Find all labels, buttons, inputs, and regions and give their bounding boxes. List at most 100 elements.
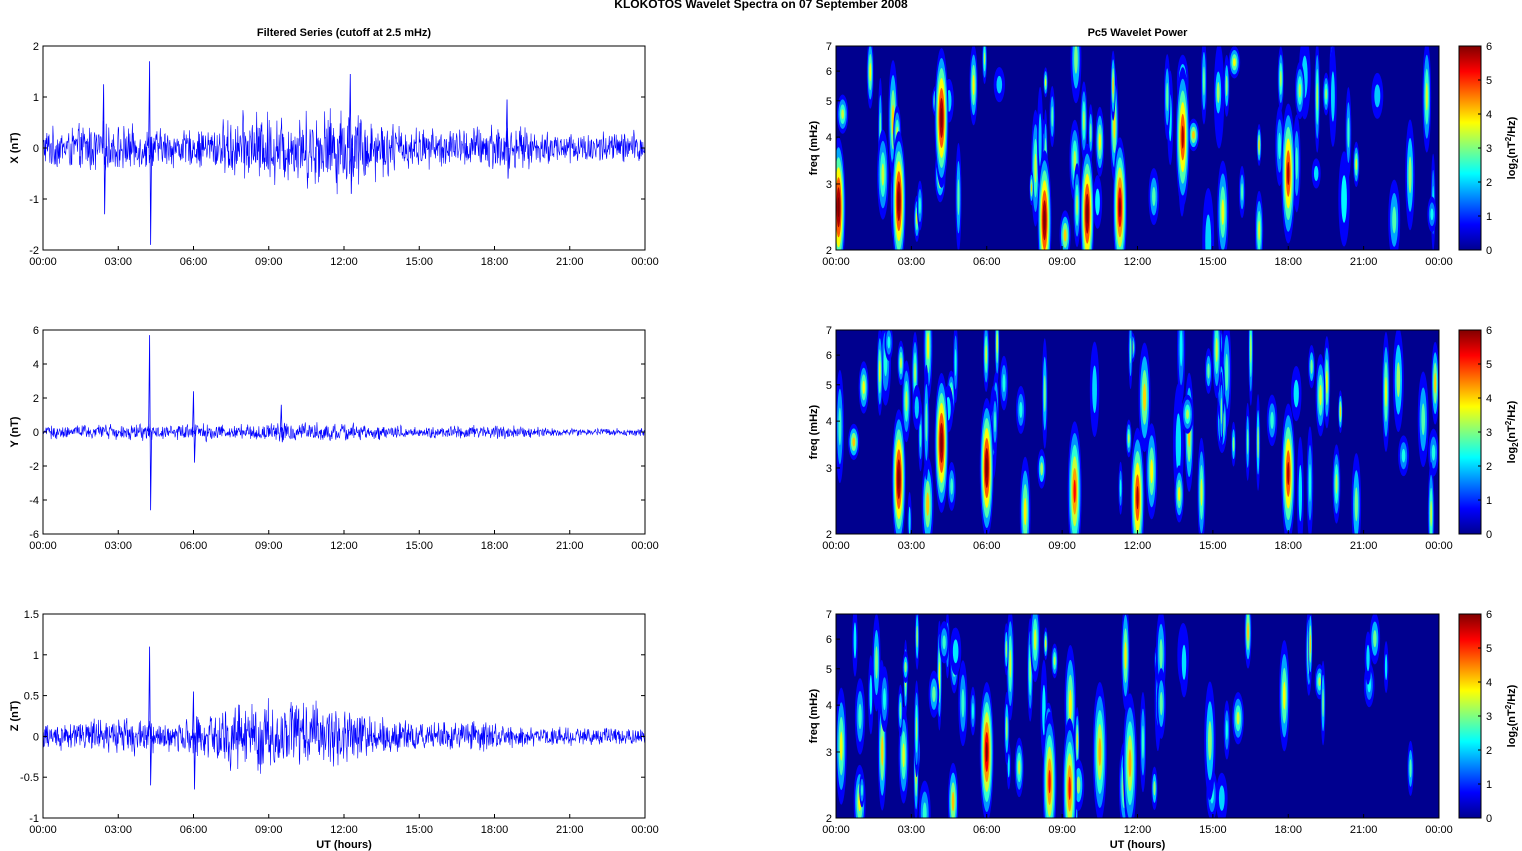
z-wavelet-xtick-label: 00:00 [822,824,850,836]
z-power-streak [881,736,884,766]
x-ytick-label: -2 [29,245,39,257]
y-power-streak [1335,474,1338,494]
x-power-streak [1221,199,1225,226]
y-ytick-label: 0 [33,427,39,439]
z-power-streak [1018,759,1021,775]
z-power-streak [938,661,941,690]
x-xtick-label: 18:00 [481,256,509,268]
z-ytick-label: 1.5 [24,609,39,621]
y-power-streak [1128,433,1130,444]
y-wavelet-xtick-label: 00:00 [1425,540,1453,552]
x-power-streak [1083,110,1085,131]
y-spike [192,391,196,463]
z-power-streak [1033,629,1037,651]
y-power-streak [838,407,842,446]
y-power-streak [900,357,902,369]
x-power-streak [1038,113,1042,167]
y-power-streak [1143,383,1147,412]
figure-title: KLOKOTOS Wavelet Spectra on 07 September… [614,0,908,11]
y-freq-tick-label: 4 [826,416,832,428]
y-colorbar-tick-label: 3 [1486,427,1492,439]
z-power-streak [1208,721,1212,761]
y-power-streak [1310,359,1313,374]
y-power-streak [1092,365,1097,414]
z-colorbar-tick-label: 3 [1486,711,1492,723]
x-freq-tick-label: 2 [826,245,832,257]
z-freq-tick-label: 7 [826,609,832,621]
y-hot-spot [1136,485,1139,510]
z-power-streak [1282,681,1286,710]
z-power-streak [1076,732,1078,751]
z-power-streak [916,625,918,648]
z-wavelet-xtick-label: 21:00 [1350,824,1378,836]
x-hot-spot [1043,210,1046,231]
y-colorbar-tick-label: 5 [1486,359,1492,371]
x-colorbar [1458,45,1482,251]
x-power-streak [841,109,845,120]
x-freq-tick-label: 6 [826,66,832,78]
z-power-streak [1007,753,1010,778]
z-power-streak [1053,656,1056,666]
y-hot-spot [940,432,943,453]
z-freq-tick-label: 3 [826,747,832,759]
x-power-streak [1280,70,1282,87]
z-spike [148,646,153,786]
x-xtick-label: 09:00 [255,256,283,268]
x-xtick-label: 06:00 [180,256,208,268]
x-hot-spot [1118,197,1121,218]
z-hot-spot [1128,749,1132,778]
y-wavelet-xtick-label: 03:00 [898,540,926,552]
y-freq-ylabel: freq (mHz) [808,404,820,459]
x-power-streak [1089,123,1092,143]
y-power-streak [1179,330,1183,367]
x-hot-spot [897,191,900,212]
x-power-streak [1202,66,1205,96]
x-power-streak [1355,158,1358,171]
z-power-streak [839,731,843,761]
z-wavelet-xtick-label: 18:00 [1274,824,1302,836]
y-power-streak [1186,409,1189,420]
y-ytick-label: -2 [29,461,39,473]
z-power-streak [1309,634,1311,654]
z-power-streak [952,639,959,664]
z-power-streak [1141,725,1144,759]
y-power-streak [1175,413,1182,474]
y-power-streak [887,336,891,349]
x-power-streak [1430,208,1434,221]
x-wavelet-xtick-label: 00:00 [822,256,850,268]
z-hot-spot [1048,769,1051,794]
y-colorbar-label: log2(nT2/Hz) [1504,400,1520,463]
z-power-streak [1366,644,1370,672]
z-series-line [42,698,646,774]
z-xlabel: UT (hours) [316,839,372,851]
x-series-line [42,108,646,195]
x-ytick-label: 1 [33,92,39,104]
x-power-streak [1045,78,1047,87]
x-wavelet-xtick-label: 18:00 [1274,256,1302,268]
z-power-streak [1029,656,1031,683]
y-power-streak [1220,397,1223,425]
y-power-streak [1200,478,1203,507]
x-spike [505,99,510,179]
z-power-streak [902,743,905,768]
z-colorbar-tick-label: 6 [1486,609,1492,621]
x-wavelet-xtick-label: 06:00 [973,256,1001,268]
z-power-streak [1159,638,1163,670]
x-hot-spot [837,197,840,218]
z-ytick-label: 1 [33,650,39,662]
x-power-streak [1316,82,1318,111]
z-wavelet-xtick-label: 03:00 [898,824,926,836]
y-hot-spot [1073,479,1076,503]
x-ylabel: X (nT) [9,132,21,163]
x-power-streak [1076,194,1078,216]
x-ytick-label: 2 [33,41,39,53]
y-power-streak [1293,379,1299,408]
x-colorbar-tick-label: 1 [1486,211,1492,223]
y-hot-spot [985,457,988,478]
timeseries-x-panel: -2 -1 0 1 2 00:00 03:00 06:00 09:00 12:00 15:00 18:… [9,41,659,268]
z-power-streak [922,802,927,818]
z-ytick-label: -1 [29,813,39,825]
x-power-streak [1216,81,1220,103]
y-colorbar-tick-label: 6 [1486,325,1492,337]
